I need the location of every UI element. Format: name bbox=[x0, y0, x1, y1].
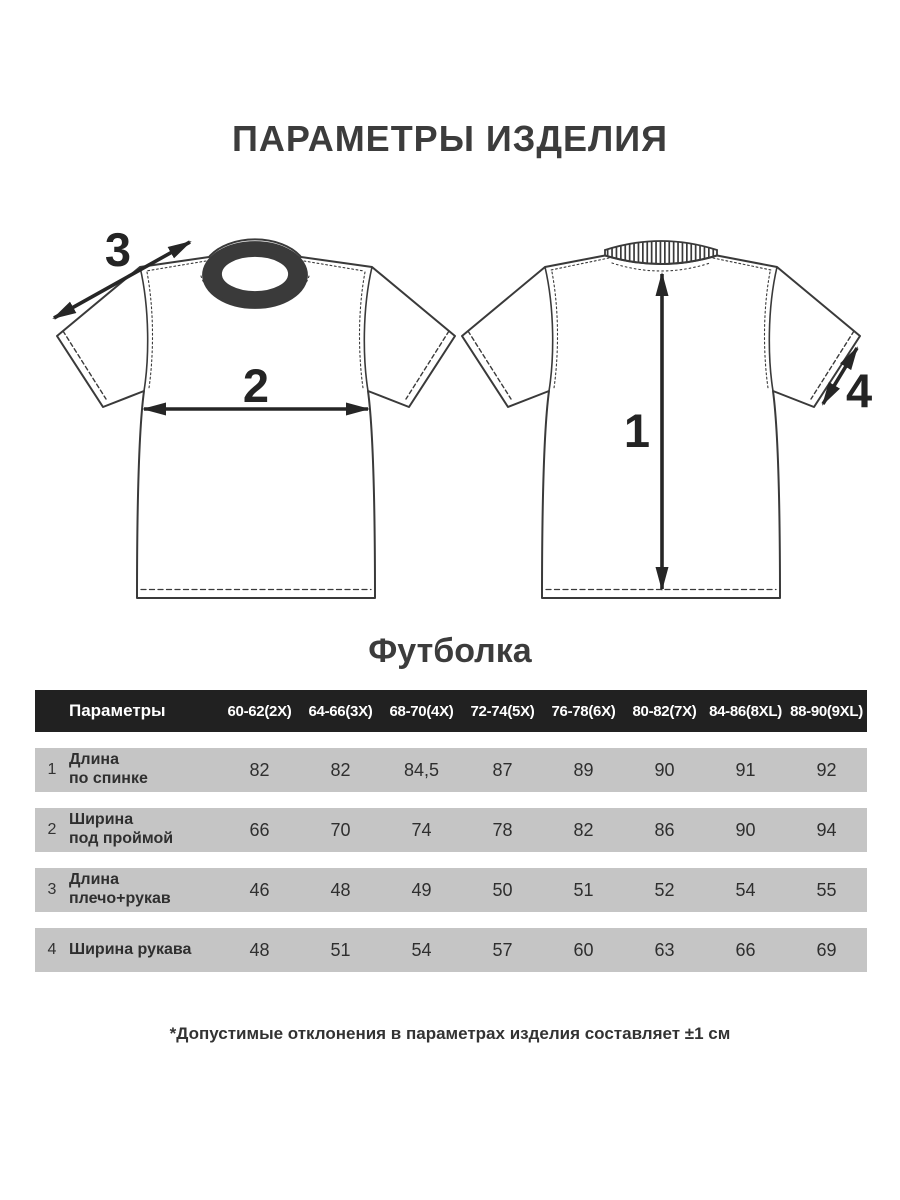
cell-value: 60 bbox=[573, 939, 594, 960]
cell-value: 82 bbox=[330, 759, 351, 780]
front-armhole-right bbox=[363, 266, 373, 392]
header-size-col: 72-74(5X) bbox=[470, 702, 535, 720]
back-collar bbox=[604, 240, 718, 272]
table-row: 4 Ширина рукава 48 51 54 57 60 63 66 69 bbox=[35, 928, 867, 972]
cell-value: 48 bbox=[330, 879, 351, 900]
table-row: 2 Ширина под проймой 66 70 74 78 82 86 9… bbox=[35, 808, 867, 852]
cell-value: 70 bbox=[330, 819, 351, 840]
cell-value: 87 bbox=[492, 759, 513, 780]
cell-value: 51 bbox=[330, 939, 351, 960]
tshirt-diagram: 3 2 1 4 bbox=[52, 223, 872, 599]
tshirt-front-drawing bbox=[56, 238, 456, 599]
product-name: Футболка bbox=[368, 632, 532, 670]
cell-value: 82 bbox=[249, 759, 270, 780]
cell-value: 46 bbox=[249, 879, 270, 900]
measurement-arrows bbox=[52, 240, 859, 591]
cell-value: 78 bbox=[492, 819, 513, 840]
back-cuff-left-stitch bbox=[467, 330, 512, 400]
back-shoulder-right-stitch bbox=[712, 257, 772, 271]
row-label: Длина по спинке bbox=[69, 751, 148, 787]
row-label: Длина плечо+рукав bbox=[69, 871, 171, 907]
tolerance-footnote: *Допустимые отклонения в параметрах изде… bbox=[169, 1024, 731, 1043]
cell-value: 94 bbox=[816, 819, 837, 840]
arrow-shoulder-sleeve-3 bbox=[52, 240, 192, 320]
size-table-header: Параметры 60-62(2X) 64-66(3X) 68-70(4X) … bbox=[35, 690, 867, 732]
cell-value: 84,5 bbox=[403, 759, 440, 780]
cell-value: 82 bbox=[573, 819, 594, 840]
size-table: Параметры 60-62(2X) 64-66(3X) 68-70(4X) … bbox=[35, 690, 867, 972]
front-collar-ribbing bbox=[203, 242, 307, 308]
measure-label-2: 2 bbox=[243, 359, 269, 412]
cell-value: 66 bbox=[735, 939, 756, 960]
cell-value: 50 bbox=[492, 879, 513, 900]
cell-value: 57 bbox=[492, 939, 513, 960]
header-size-col: 64-66(3X) bbox=[308, 702, 373, 720]
back-armhole-left bbox=[544, 266, 554, 392]
header-size-col: 84-86(8XL) bbox=[709, 702, 782, 720]
header-size-col: 60-62(2X) bbox=[227, 702, 292, 720]
front-cuff-left-stitch bbox=[62, 330, 107, 400]
back-collar-stitch bbox=[611, 262, 711, 272]
cell-value: 49 bbox=[411, 879, 432, 900]
back-cuff-right-stitch bbox=[810, 330, 855, 400]
row-number: 4 bbox=[47, 941, 57, 958]
cell-value: 90 bbox=[654, 759, 675, 780]
header-size-col: 80-82(7X) bbox=[632, 702, 697, 720]
back-armhole-left-stitch bbox=[551, 271, 559, 389]
row-number: 2 bbox=[47, 821, 57, 838]
front-collar bbox=[200, 241, 310, 309]
cell-value: 54 bbox=[411, 939, 432, 960]
cell-value: 91 bbox=[735, 759, 756, 780]
cell-value: 55 bbox=[816, 879, 837, 900]
row-number: 1 bbox=[47, 761, 57, 778]
back-collar-bottom-edge bbox=[604, 254, 718, 265]
front-collar-stitch bbox=[200, 275, 310, 306]
cell-value: 63 bbox=[654, 939, 675, 960]
cell-value: 54 bbox=[735, 879, 756, 900]
cell-value: 92 bbox=[816, 759, 837, 780]
measure-label-4: 4 bbox=[846, 364, 872, 417]
header-param-column: Параметры bbox=[69, 701, 166, 720]
cell-value: 86 bbox=[654, 819, 675, 840]
cell-value: 52 bbox=[654, 879, 675, 900]
table-row: 1 Длина по спинке 82 82 84,5 87 89 90 91… bbox=[35, 748, 867, 792]
cell-value: 90 bbox=[735, 819, 756, 840]
cell-value: 74 bbox=[411, 819, 432, 840]
row-number: 3 bbox=[47, 881, 57, 898]
back-collar-top-edge bbox=[604, 240, 718, 251]
front-armhole-right-stitch bbox=[358, 271, 366, 389]
cell-value: 51 bbox=[573, 879, 594, 900]
cell-value: 48 bbox=[249, 939, 270, 960]
cell-value: 69 bbox=[816, 939, 837, 960]
row-label: Ширина под проймой bbox=[69, 811, 174, 847]
cell-value: 89 bbox=[573, 759, 594, 780]
table-row: 3 Длина плечо+рукав 46 48 49 50 51 52 54… bbox=[35, 868, 867, 912]
front-collar-inner-edge bbox=[220, 255, 290, 293]
measure-label-1: 1 bbox=[624, 404, 650, 457]
arrow-sleeve-width-4 bbox=[821, 346, 859, 406]
front-shoulder-right-stitch bbox=[303, 260, 365, 272]
back-shoulder-left-stitch bbox=[550, 257, 610, 271]
back-armhole-right-stitch bbox=[763, 271, 771, 389]
page-title: ПАРАМЕТРЫ ИЗДЕЛИЯ bbox=[231, 118, 669, 159]
front-body-outline bbox=[56, 238, 456, 599]
cell-value: 66 bbox=[249, 819, 270, 840]
front-collar-outer-edge bbox=[202, 241, 308, 309]
measure-label-3: 3 bbox=[105, 223, 131, 276]
front-cuff-right-stitch bbox=[405, 330, 450, 400]
back-collar-end-caps bbox=[604, 249, 718, 257]
row-label: Ширина рукава bbox=[69, 940, 192, 958]
header-size-col: 88-90(9XL) bbox=[790, 702, 863, 720]
header-size-col: 68-70(4X) bbox=[389, 702, 454, 720]
header-size-col: 76-78(6X) bbox=[551, 702, 616, 720]
back-armhole-right bbox=[768, 266, 778, 392]
